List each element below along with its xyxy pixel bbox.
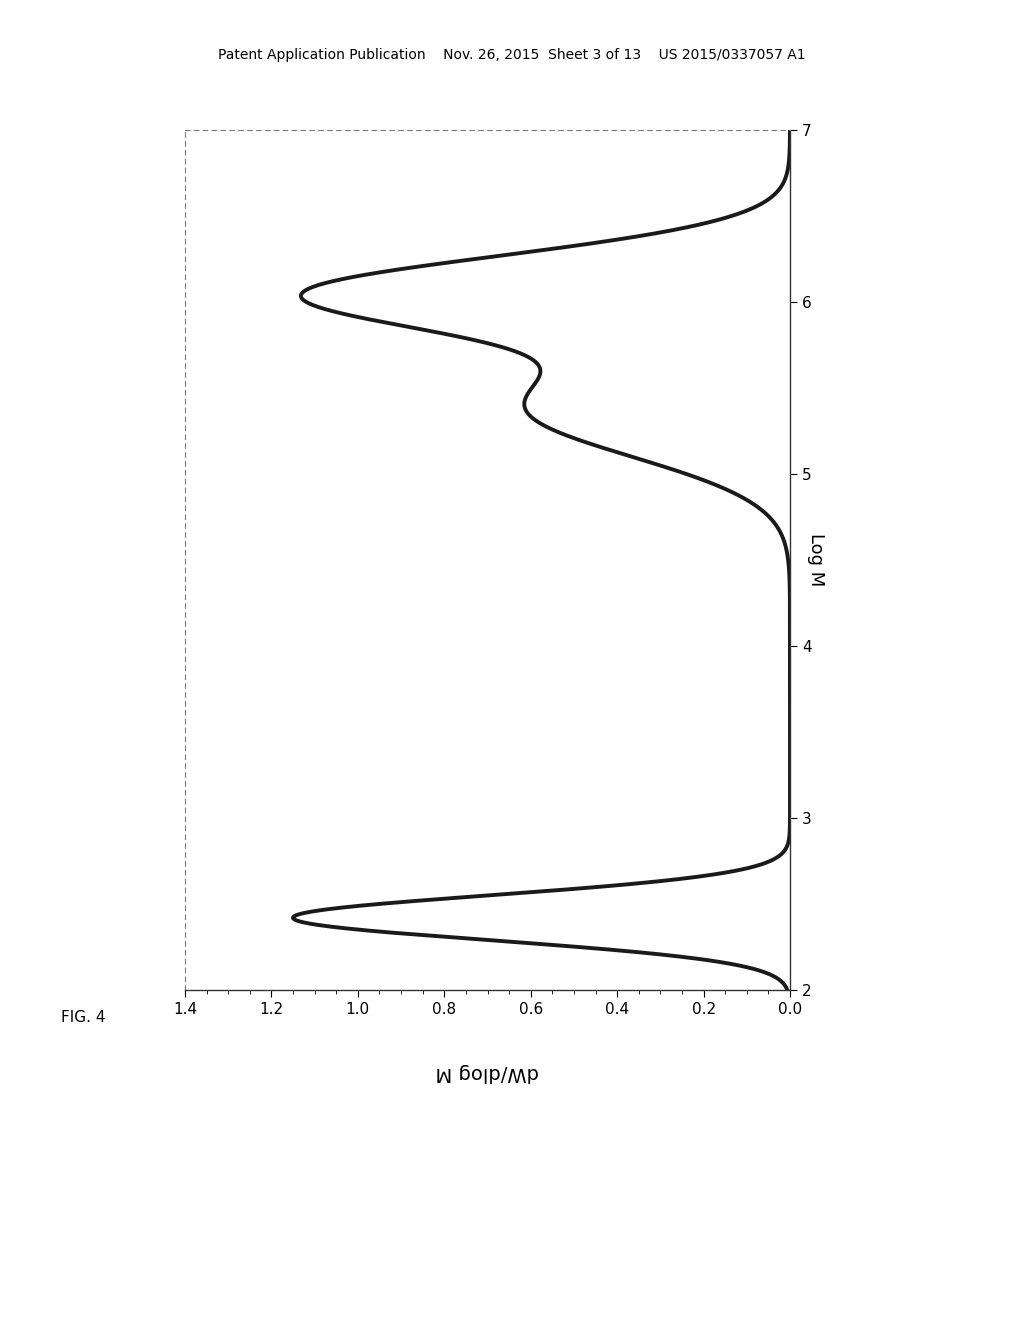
Y-axis label: Log M: Log M — [808, 533, 825, 586]
Text: FIG. 4: FIG. 4 — [61, 1010, 105, 1024]
Text: Patent Application Publication    Nov. 26, 2015  Sheet 3 of 13    US 2015/033705: Patent Application Publication Nov. 26, … — [218, 48, 806, 62]
Text: dW/dlog M: dW/dlog M — [436, 1063, 540, 1081]
